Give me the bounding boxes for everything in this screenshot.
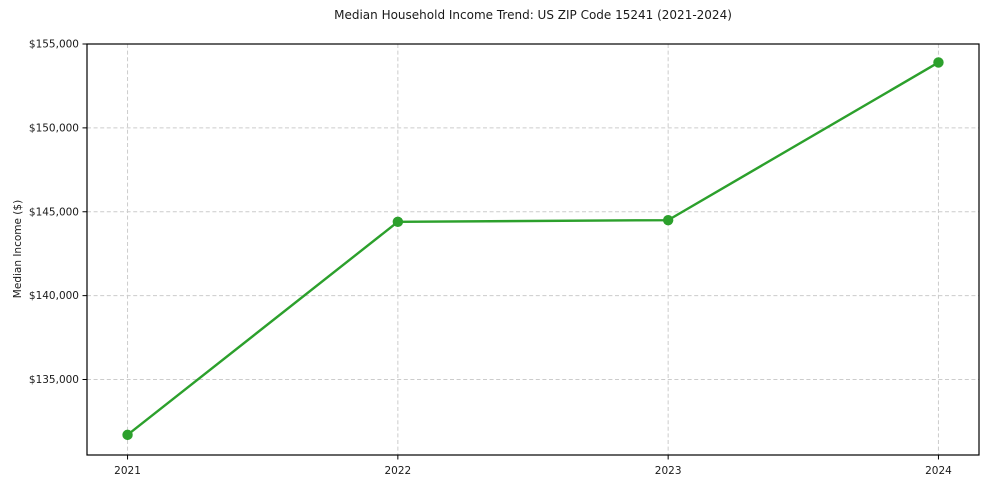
data-point <box>122 429 133 441</box>
y-tick-label: $140,000 <box>29 290 79 302</box>
y-tick-label: $135,000 <box>29 374 79 386</box>
data-point <box>933 57 944 68</box>
x-tick-label: 2023 <box>655 465 682 477</box>
y-tick-label: $155,000 <box>29 39 79 51</box>
trend-line <box>126 61 940 437</box>
plot-frame <box>86 43 980 456</box>
data-point <box>392 216 404 228</box>
chart-title: Median Household Income Trend: US ZIP Co… <box>334 8 732 22</box>
y-tick-label: $150,000 <box>29 122 79 134</box>
data-point <box>662 214 674 226</box>
x-tick-label: 2024 <box>925 465 952 477</box>
x-tick-label: 2022 <box>384 465 411 477</box>
y-tick-label: $145,000 <box>29 206 79 218</box>
x-tick-label: 2021 <box>114 465 141 477</box>
